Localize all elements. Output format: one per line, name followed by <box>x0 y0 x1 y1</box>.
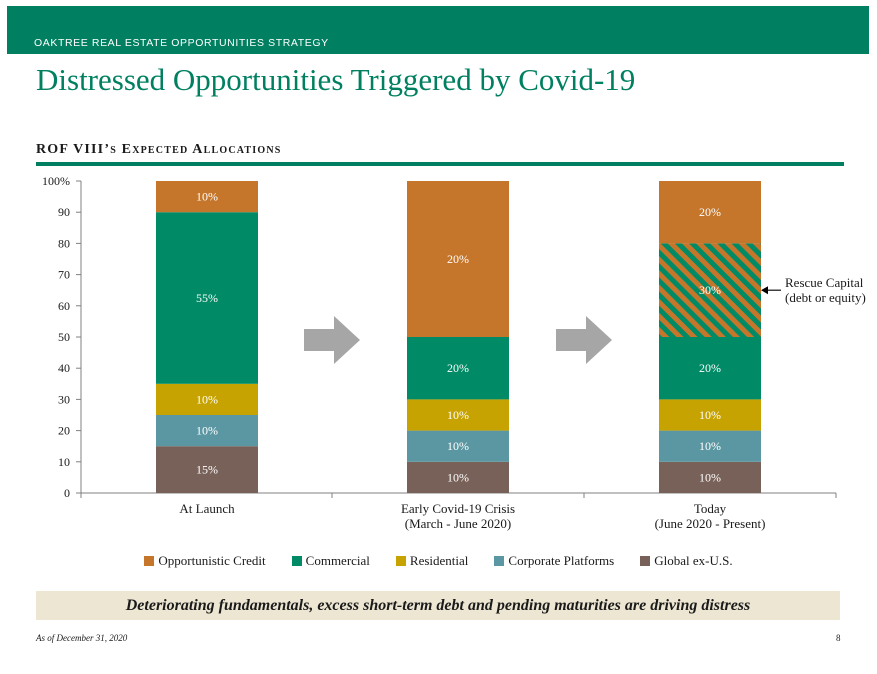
annotation-arrow-icon <box>761 286 768 295</box>
bar-segment-rescue-capital <box>659 243 761 337</box>
footnote: As of December 31, 2020 <box>36 633 128 643</box>
legend-swatch <box>395 556 406 566</box>
data-label: 10% <box>196 424 218 438</box>
data-label: 10% <box>447 470 469 484</box>
data-label: 20% <box>699 205 721 219</box>
y-tick-label: 80 <box>58 236 70 250</box>
x-category-label: (June 2020 - Present) <box>655 516 766 531</box>
legend-label: Opportunistic Credit <box>158 553 266 568</box>
legend-label: Global ex-U.S. <box>654 553 733 568</box>
annotation-text: Rescue Capital <box>785 275 864 290</box>
x-category-label: At Launch <box>179 501 235 516</box>
data-label: 20% <box>699 361 721 375</box>
y-tick-label: 0 <box>64 486 70 500</box>
bar-segment-opportunistic-credit <box>407 181 509 337</box>
y-tick-label: 60 <box>58 299 70 313</box>
data-label: 30% <box>699 283 721 297</box>
data-label: 55% <box>196 291 218 305</box>
y-tick-label: 10 <box>58 455 70 469</box>
legend-item-opportunistic-credit: Opportunistic Credit <box>144 553 266 569</box>
annotation-text: (debt or equity) <box>785 290 866 305</box>
y-tick-label: 90 <box>58 205 70 219</box>
data-label: 10% <box>699 470 721 484</box>
data-label: 10% <box>196 392 218 406</box>
bar-segment-global-ex-us <box>156 446 258 493</box>
chart-legend: Opportunistic Credit Commercial Residentia… <box>0 553 877 569</box>
legend-swatch <box>640 556 651 566</box>
x-category-label: Today <box>694 501 727 516</box>
data-label: 20% <box>447 252 469 266</box>
bar-segment-global-ex-us <box>407 461 509 493</box>
legend-item-corporate-platforms: Corporate Platforms <box>494 553 614 569</box>
legend-swatch <box>291 556 302 566</box>
y-tick-label: 40 <box>58 361 70 375</box>
takeaway-banner: Deteriorating fundamentals, excess short… <box>36 591 840 620</box>
section-divider <box>36 162 844 166</box>
bar-segment-commercial <box>659 337 761 400</box>
bar-segment-corporate-platforms <box>156 415 258 447</box>
y-tick-label: 100% <box>42 174 70 188</box>
x-category-label: Early Covid-19 Crisis <box>401 501 515 516</box>
legend-swatch <box>494 556 505 566</box>
transition-arrow-icon <box>304 316 360 364</box>
legend-label: Corporate Platforms <box>508 553 615 568</box>
data-label: 10% <box>447 439 469 453</box>
x-category-label: (March - June 2020) <box>405 516 512 531</box>
bar-segment-corporate-platforms <box>407 430 509 462</box>
data-label: 10% <box>447 408 469 422</box>
bar-segment-opportunistic-credit <box>659 181 761 244</box>
y-tick-label: 20 <box>58 424 70 438</box>
bar-segment-commercial <box>407 337 509 400</box>
y-tick-label: 50 <box>58 330 70 344</box>
page-number: 8 <box>836 633 841 643</box>
takeaway-text: Deteriorating fundamentals, excess short… <box>125 596 751 614</box>
transition-arrow-icon <box>556 316 612 364</box>
strategy-name: OAKTREE REAL ESTATE OPPORTUNITIES STRATE… <box>34 37 329 49</box>
data-label: 15% <box>196 463 218 477</box>
data-label: 10% <box>196 190 218 204</box>
page-title: Distressed Opportunities Triggered by Co… <box>36 62 636 97</box>
data-label: 10% <box>699 439 721 453</box>
data-label: 20% <box>447 361 469 375</box>
y-tick-label: 70 <box>58 268 70 282</box>
legend-label: Commercial <box>305 553 370 568</box>
legend-label: Residential <box>409 553 469 568</box>
section-label: ROF VIII’s Expected Allocations <box>36 142 282 157</box>
bar-segment-global-ex-us <box>659 461 761 493</box>
legend-item-global-ex-us: Global ex-U.S. <box>640 553 733 569</box>
header-band: OAKTREE REAL ESTATE OPPORTUNITIES STRATE… <box>7 6 869 54</box>
legend-item-commercial: Commercial <box>291 553 370 569</box>
bar-segment-residential <box>156 383 258 415</box>
bar-segment-opportunistic-credit <box>156 181 258 213</box>
legend-swatch <box>144 556 155 566</box>
bar-segment-residential <box>407 399 509 431</box>
bar-segment-commercial <box>156 212 258 384</box>
bar-segment-residential <box>659 399 761 431</box>
y-tick-label: 30 <box>58 392 70 406</box>
data-label: 10% <box>699 408 721 422</box>
legend-item-residential: Residential <box>395 553 469 569</box>
bar-segment-corporate-platforms <box>659 430 761 462</box>
